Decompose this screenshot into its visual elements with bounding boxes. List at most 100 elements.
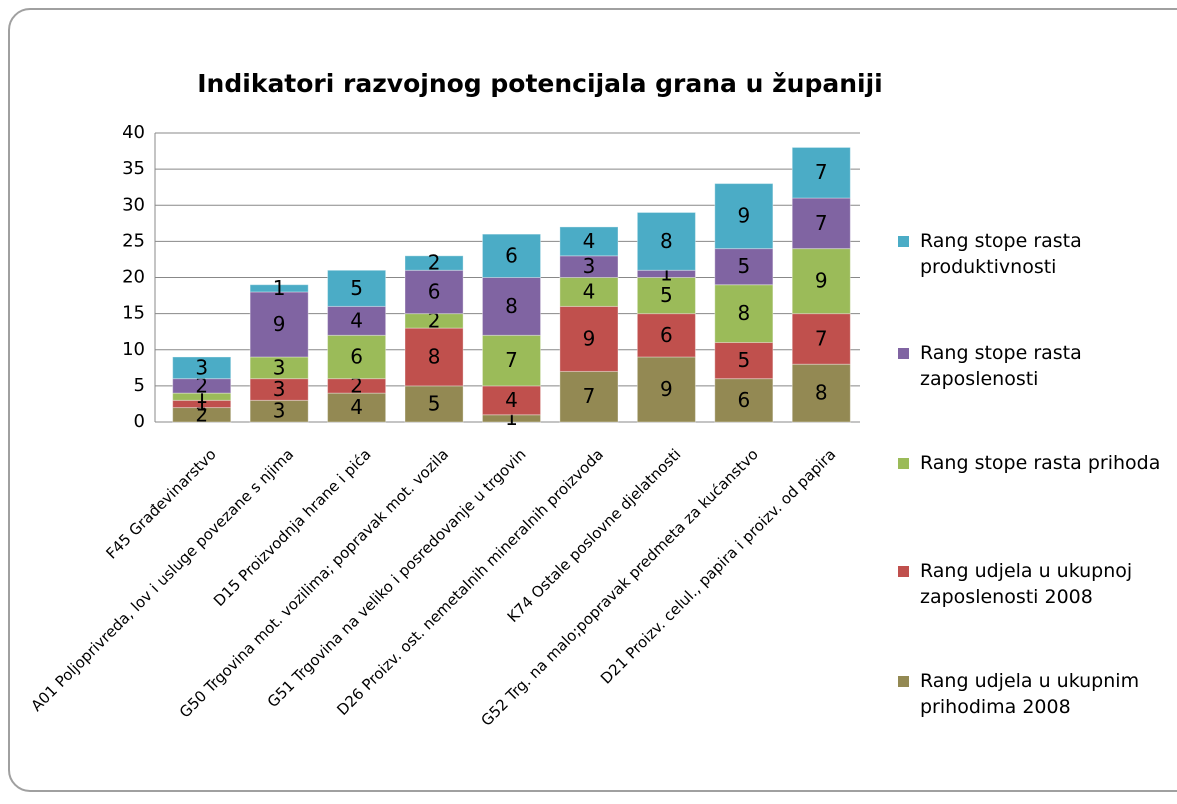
data-label: 6 — [428, 279, 441, 303]
data-label: 8 — [815, 381, 828, 405]
bar-segment — [249, 284, 309, 293]
legend-item: Rang udjela u ukupnoj zaposlenosti 2008 — [898, 558, 1177, 610]
y-tick-label: 5 — [134, 375, 145, 396]
data-label: 2 — [195, 373, 208, 397]
bar-segment — [791, 248, 851, 315]
data-label: 2 — [428, 308, 441, 332]
bar-segment — [481, 233, 542, 278]
bar-segment — [714, 248, 774, 286]
legend-label: Rang stope rasta prihoda — [920, 452, 1161, 474]
y-tick-label: 15 — [122, 303, 145, 324]
bar-segment — [404, 255, 464, 271]
bar-segment — [172, 356, 232, 380]
bar-segment — [559, 370, 619, 423]
x-tick-group: K74 Ostale poslovne djelatnosti — [504, 445, 685, 626]
data-label: 5 — [737, 348, 750, 372]
legend-item: Rang stope rasta zaposlenosti — [898, 340, 1177, 392]
x-tick-label: G50 Trgovina mot. vozilima; popravak mot… — [176, 445, 452, 721]
data-label: 9 — [273, 312, 286, 336]
data-label: 7 — [583, 384, 596, 408]
y-tick-label: 40 — [122, 122, 145, 143]
data-label: 9 — [583, 326, 596, 350]
bar-segment — [559, 226, 619, 257]
data-label: 4 — [505, 388, 518, 412]
x-tick-label: G52 Trg. na malo;popravak predmeta za ku… — [477, 445, 761, 729]
x-tick-group: A01 Poljoprivreda, lov i usluge povezane… — [27, 445, 297, 715]
data-label: 7 — [815, 211, 828, 235]
data-label: 3 — [195, 355, 208, 379]
bar-segment — [559, 277, 619, 307]
y-tick-label: 0 — [134, 411, 145, 432]
data-label: 7 — [815, 160, 828, 184]
data-label: 5 — [737, 254, 750, 278]
bar-segment — [791, 146, 851, 199]
data-label: 4 — [350, 395, 363, 419]
y-tick-label: 30 — [122, 194, 145, 215]
legend-swatch — [898, 566, 909, 577]
bar-segment — [404, 327, 464, 387]
data-label: 5 — [660, 283, 673, 307]
bar-segment — [404, 385, 464, 423]
data-label: 9 — [815, 269, 828, 293]
data-label: 2 — [428, 251, 441, 275]
bar-segment — [327, 305, 387, 336]
x-tick-group: G51 Trgovina na veliko i posredovanje u … — [264, 445, 530, 711]
legend-label: Rang udjela u ukupnim prihodima 2008 — [920, 670, 1140, 718]
x-tick-group: D15 Proizvodnja hrane i pića — [210, 445, 375, 610]
data-label: 9 — [737, 204, 750, 228]
data-label: 7 — [815, 326, 828, 350]
data-label: 3 — [273, 377, 286, 401]
data-label: 6 — [737, 388, 750, 412]
bar-segment — [481, 334, 542, 387]
data-label: 6 — [350, 344, 363, 368]
data-label: 1 — [273, 276, 286, 300]
bar-segment — [714, 183, 774, 250]
y-tick-label: 10 — [122, 339, 145, 360]
legend-item: Rang udjela u ukupnim prihodima 2008 — [898, 668, 1177, 720]
data-label: 8 — [737, 301, 750, 325]
x-tick-group: D26 Proizv. ost. nemetalnih mineralnih p… — [333, 445, 607, 719]
x-tick-label: G51 Trgovina na veliko i posredovanje u … — [264, 445, 530, 711]
legend-swatch — [898, 458, 909, 469]
bar-segment — [559, 305, 619, 372]
legend-label: Rang stope rasta produktivnosti — [920, 230, 1082, 278]
data-label: 7 — [505, 348, 518, 372]
bar-segment — [249, 291, 309, 358]
bar-segment — [714, 342, 774, 380]
data-label: 8 — [505, 294, 518, 318]
bar-segment — [791, 197, 851, 250]
legend-swatch — [898, 236, 909, 247]
y-tick-label: 25 — [122, 230, 145, 251]
y-tick-label: 20 — [122, 267, 145, 288]
data-label: 3 — [583, 254, 596, 278]
bar-segment — [327, 269, 387, 307]
chart-frame — [8, 8, 1177, 792]
bar-segment — [636, 277, 696, 315]
x-tick-label: D15 Proizvodnja hrane i pića — [210, 445, 375, 610]
legend-item: Rang stope rasta prihoda — [898, 450, 1177, 476]
bar-segment — [791, 363, 851, 423]
x-tick-label: K74 Ostale poslovne djelatnosti — [504, 445, 685, 626]
data-label: 6 — [505, 243, 518, 267]
x-tick-group: G50 Trgovina mot. vozilima; popravak mot… — [176, 445, 452, 721]
bar-segment — [636, 356, 696, 423]
data-label: 6 — [660, 323, 673, 347]
legend-swatch — [898, 348, 909, 359]
chart-title: Indikatori razvojnog potencijala grana u… — [197, 69, 883, 98]
legend-swatch — [898, 676, 909, 687]
data-label: 8 — [428, 344, 441, 368]
legend-label: Rang stope rasta zaposlenosti — [920, 342, 1082, 390]
data-label: 4 — [583, 279, 596, 303]
data-label: 4 — [350, 308, 363, 332]
x-tick-label: D26 Proizv. ost. nemetalnih mineralnih p… — [333, 445, 607, 719]
bar-segment — [714, 378, 774, 423]
x-tick-group: G52 Trg. na malo;popravak predmeta za ku… — [477, 445, 761, 729]
legend-item: Rang stope rasta produktivnosti — [898, 228, 1177, 280]
data-label: 9 — [660, 377, 673, 401]
x-tick-label: A01 Poljoprivreda, lov i usluge povezane… — [27, 445, 297, 715]
y-tick-label: 35 — [122, 158, 145, 179]
bar-segment — [636, 211, 696, 271]
data-label: 3 — [273, 399, 286, 423]
data-label: 2 — [195, 402, 208, 426]
